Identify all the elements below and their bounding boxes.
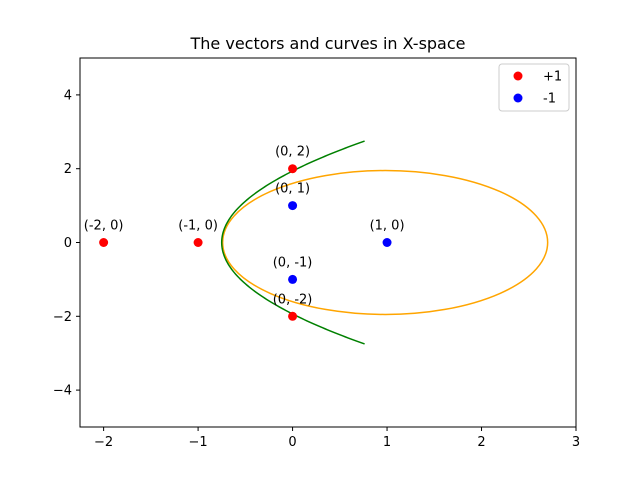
y-axis: −4 −2 0 2 4 [53, 88, 80, 399]
curves-layer [220, 140, 549, 345]
point-annotation-s0-p3: (0, -2) [273, 292, 313, 307]
y-tick-label: 2 [64, 162, 72, 177]
legend-marker-plus1 [513, 71, 523, 81]
x-tick-label: 1 [383, 435, 391, 450]
point-annotation-s0-p0: (0, 2) [275, 145, 310, 160]
y-tick-label: 0 [64, 236, 72, 251]
plot-frame [79, 57, 577, 428]
chart-title: The vectors and curves in X-space [190, 34, 466, 53]
x-tick-label: −2 [94, 435, 113, 450]
legend-marker-minus1 [513, 93, 523, 103]
data-point-s0-p3 [288, 311, 298, 321]
annotations-layer: (0, 2) (-2, 0) (-1, 0) (0, -2) (0, 1) (1, 0) (… [84, 145, 405, 308]
y-tick-label: −4 [53, 384, 72, 399]
point-annotation-s0-p1: (-2, 0) [84, 219, 124, 234]
y-tick-label: 4 [64, 88, 72, 103]
ellipse-curve [221, 169, 549, 316]
data-point-s0-p1 [99, 238, 109, 247]
legend-label-plus1: +1 [543, 70, 562, 85]
parabola-curve [220, 140, 365, 345]
x-tick-label: 3 [572, 435, 580, 450]
points-layer [99, 164, 392, 321]
point-annotation-s0-p2: (-1, 0) [178, 219, 218, 234]
data-point-s0-p0 [288, 164, 298, 174]
data-point-s1-p1 [382, 238, 392, 247]
x-axis: −2 −1 0 1 2 3 [94, 427, 580, 450]
x-tick-label: −1 [189, 435, 208, 450]
x-tick-label: 0 [288, 435, 296, 450]
data-point-s1-p0 [288, 201, 298, 211]
legend: +1 -1 [498, 63, 570, 112]
point-annotation-s1-p1: (1, 0) [370, 219, 405, 234]
point-annotation-s1-p2: (0, -1) [273, 255, 313, 270]
legend-label-minus1: -1 [543, 92, 556, 107]
point-annotation-s1-p0: (0, 1) [275, 182, 310, 197]
data-point-s1-p2 [288, 274, 298, 284]
x-tick-label: 2 [477, 435, 485, 450]
y-tick-label: −2 [53, 310, 72, 325]
data-point-s0-p2 [193, 238, 203, 247]
